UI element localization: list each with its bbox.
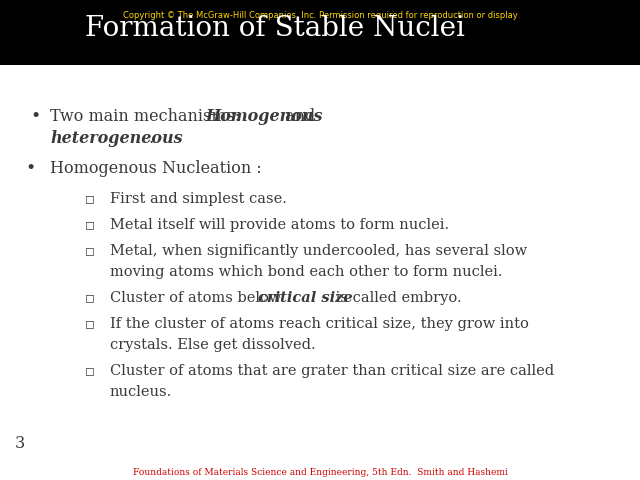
Text: ◻: ◻ — [85, 291, 95, 304]
Text: ◻: ◻ — [85, 317, 95, 330]
Text: M: M — [531, 21, 538, 26]
Text: 3: 3 — [15, 435, 25, 452]
Text: Formation of Stable Nuclei: Formation of Stable Nuclei — [85, 15, 465, 42]
Text: moving atoms which bond each other to form nuclei.: moving atoms which bond each other to fo… — [110, 265, 502, 279]
Text: Two main mechanisms:: Two main mechanisms: — [50, 108, 245, 125]
Text: If the cluster of atoms reach critical size, they grow into: If the cluster of atoms reach critical s… — [110, 317, 529, 331]
Text: McGraw-Hill: McGraw-Hill — [562, 41, 616, 50]
Text: ◻: ◻ — [85, 364, 95, 377]
Text: ◻: ◻ — [85, 192, 95, 205]
Text: and: and — [280, 108, 316, 125]
Text: nucleus.: nucleus. — [110, 385, 172, 399]
Text: .: . — [148, 130, 153, 147]
Text: •: • — [25, 160, 35, 177]
Text: G: G — [532, 46, 537, 50]
Text: •: • — [30, 108, 40, 125]
Text: critical size: critical size — [258, 291, 353, 305]
Text: Copyright © The McGraw-Hill Companies, Inc. Permission required for reproduction: Copyright © The McGraw-Hill Companies, I… — [123, 11, 517, 20]
Text: Foundations of Materials Science and Engineering, 5th Edn.  Smith and Hashemi: Foundations of Materials Science and Eng… — [132, 468, 508, 477]
Text: is called embryo.: is called embryo. — [331, 291, 461, 305]
FancyBboxPatch shape — [515, 12, 557, 60]
Text: Homogenous Nucleation :: Homogenous Nucleation : — [50, 160, 262, 177]
Text: Macmillan: Macmillan — [566, 21, 612, 30]
Text: crystals. Else get dissolved.: crystals. Else get dissolved. — [110, 338, 316, 352]
Text: ◻: ◻ — [85, 244, 95, 257]
Text: ◻: ◻ — [85, 218, 95, 231]
Text: heterogeneous: heterogeneous — [50, 130, 182, 147]
Text: First and simplest case.: First and simplest case. — [110, 192, 287, 206]
Text: Cluster of atoms that are grater than critical size are called: Cluster of atoms that are grater than cr… — [110, 364, 554, 378]
Text: Metal itself will provide atoms to form nuclei.: Metal itself will provide atoms to form … — [110, 218, 449, 232]
Text: c: c — [533, 33, 536, 38]
Text: Cluster of atoms below: Cluster of atoms below — [110, 291, 286, 305]
Text: Metal, when significantly undercooled, has several slow: Metal, when significantly undercooled, h… — [110, 244, 527, 258]
Text: Homogenous: Homogenous — [205, 108, 323, 125]
